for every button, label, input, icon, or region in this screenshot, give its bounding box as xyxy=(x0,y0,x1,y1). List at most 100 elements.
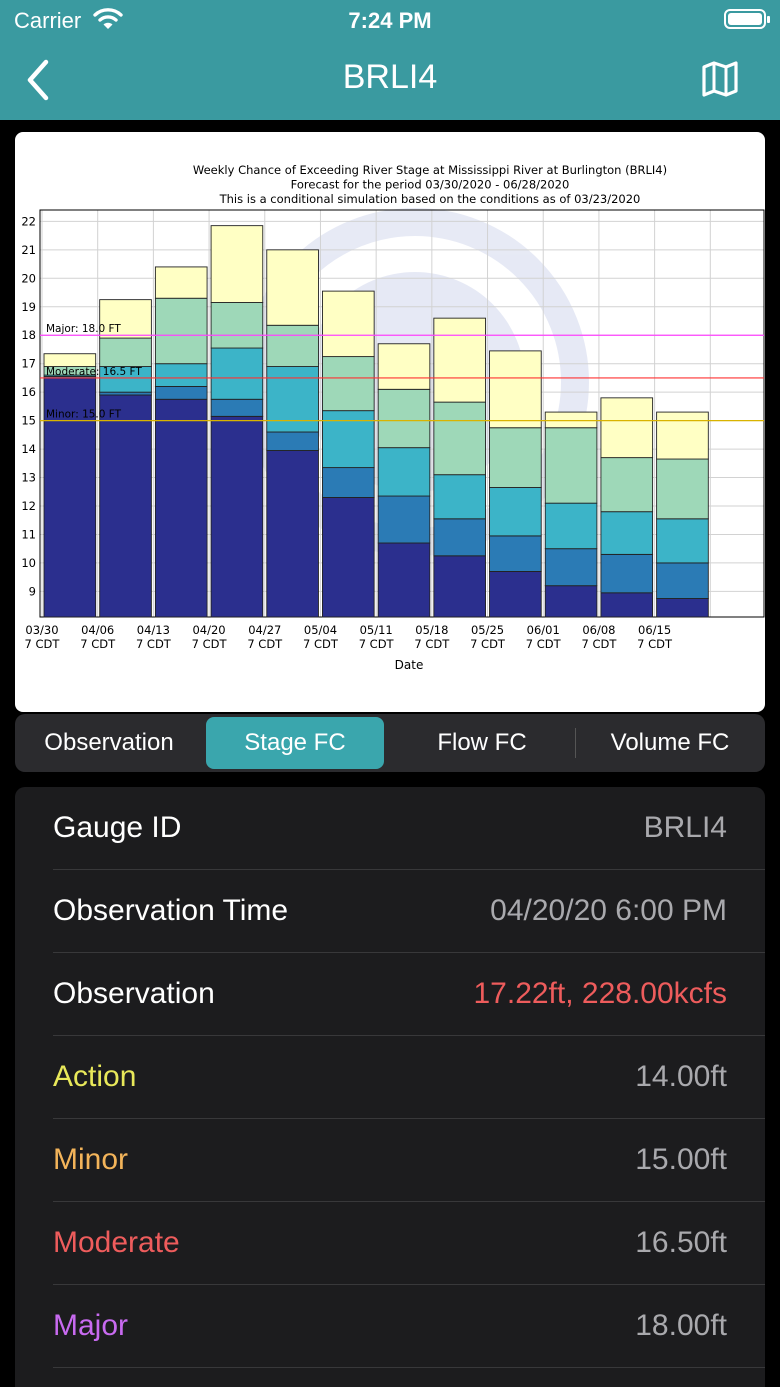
map-icon xyxy=(702,61,738,97)
x-tick-label: 04/27 xyxy=(248,623,281,637)
bar-segment xyxy=(210,415,264,618)
bar-segment xyxy=(154,297,208,365)
bar-segment xyxy=(600,553,654,594)
x-tick-label: 7 CDT xyxy=(637,637,673,651)
bar-segment xyxy=(210,347,264,400)
major-value: 18.00ft xyxy=(635,1309,727,1342)
bar-segment xyxy=(99,366,152,393)
bar-segment xyxy=(656,518,709,564)
bar-segment xyxy=(266,450,319,618)
bar-segment xyxy=(489,427,542,488)
bar-segment xyxy=(154,386,208,400)
moderate-value: 16.50ft xyxy=(635,1226,727,1259)
x-tick-label: 7 CDT xyxy=(136,637,172,651)
chart-title-line: This is a conditional simulation based o… xyxy=(219,192,641,206)
bar-segment xyxy=(656,458,709,520)
x-tick-label: 7 CDT xyxy=(359,637,395,651)
bar-segment xyxy=(322,290,375,358)
bar-segment xyxy=(433,317,486,403)
bar-segment xyxy=(210,398,264,417)
x-tick-label: 05/04 xyxy=(304,623,337,637)
x-tick-label: 04/20 xyxy=(192,623,225,637)
bar-segment xyxy=(433,474,486,520)
gauge-id-row: Gauge ID BRLI4 xyxy=(53,787,765,870)
gauge-details: Gauge ID BRLI4 Observation Time 04/20/20… xyxy=(15,787,765,1387)
x-tick-label: 7 CDT xyxy=(470,637,506,651)
bar-segment xyxy=(266,366,319,433)
bar-segment xyxy=(544,548,598,587)
bar-segment xyxy=(322,467,375,498)
x-tick-label: 04/13 xyxy=(137,623,170,637)
bar-segment xyxy=(266,249,319,326)
page-title: BRLI4 xyxy=(342,58,438,96)
y-tick-label: 19 xyxy=(21,300,36,314)
status-bar: Carrier 7:24 PM xyxy=(0,0,780,42)
x-axis-label: Date xyxy=(395,658,424,672)
action-label: Action xyxy=(53,1060,137,1093)
bar-segment xyxy=(99,394,152,618)
bar-segment xyxy=(433,555,486,618)
observation-time-label: Observation Time xyxy=(53,894,289,927)
bar-segment xyxy=(322,356,375,412)
x-tick-label: 03/30 xyxy=(25,623,58,637)
y-tick-label: 17 xyxy=(21,357,36,371)
bar-segment xyxy=(489,350,542,429)
moderate-row: Moderate 16.50ft xyxy=(53,1202,765,1285)
map-button[interactable] xyxy=(700,60,740,98)
bar-segment xyxy=(489,535,542,572)
observation-time-value: 04/20/20 6:00 PM xyxy=(490,894,727,927)
action-row: Action 14.00ft xyxy=(53,1036,765,1119)
bar-segment xyxy=(600,592,654,618)
tab-observation[interactable]: Observation xyxy=(44,729,174,756)
tab-stage-fc[interactable]: Stage FC xyxy=(206,717,384,769)
bar-segment xyxy=(377,495,431,544)
moderate-label: Moderate xyxy=(53,1226,180,1259)
bar-segment xyxy=(377,343,431,390)
threshold-label: Moderate: 16.5 FT xyxy=(46,366,142,378)
x-tick-label: 7 CDT xyxy=(247,637,283,651)
forecast-tabs: Observation Stage FC Flow FC Volume FC xyxy=(15,714,765,772)
x-tick-label: 7 CDT xyxy=(192,637,228,651)
minor-label: Minor xyxy=(53,1143,129,1176)
tab-volume-fc[interactable]: Volume FC xyxy=(610,729,730,756)
gauge-id-value: BRLI4 xyxy=(643,811,727,844)
bar-segment xyxy=(544,427,598,504)
bar-segment xyxy=(377,542,431,618)
bar-segment xyxy=(600,397,654,459)
back-button[interactable] xyxy=(22,58,56,102)
x-tick-label: 7 CDT xyxy=(80,637,116,651)
bar-segment xyxy=(544,502,598,550)
x-tick-label: 7 CDT xyxy=(414,637,450,651)
y-tick-label: 11 xyxy=(21,527,36,541)
bar-segment xyxy=(489,571,542,618)
stage-forecast-chart: Weekly Chance of Exceeding River Stage a… xyxy=(15,132,765,712)
bar-segment xyxy=(154,363,208,387)
y-tick-label: 18 xyxy=(21,328,36,342)
tab-flow-fc[interactable]: Flow FC xyxy=(437,729,527,756)
bar-segment xyxy=(656,598,709,618)
x-tick-label: 7 CDT xyxy=(581,637,617,651)
x-tick-label: 06/08 xyxy=(582,623,615,637)
navigation-bar: Carrier 7:24 PM BRLI4 xyxy=(0,0,780,120)
bar-segment xyxy=(489,487,542,537)
x-tick-label: 06/15 xyxy=(638,623,671,637)
observation-time-row: Observation Time 04/20/20 6:00 PM xyxy=(53,870,765,953)
bar-segment xyxy=(43,377,97,618)
x-tick-label: 7 CDT xyxy=(25,637,61,651)
bar-segment xyxy=(210,302,264,349)
bar-segment xyxy=(266,324,319,367)
battery-icon xyxy=(724,9,770,29)
x-tick-label: 7 CDT xyxy=(526,637,562,651)
y-tick-label: 16 xyxy=(21,385,36,399)
y-tick-label: 13 xyxy=(21,471,36,485)
chart-title-line: Weekly Chance of Exceeding River Stage a… xyxy=(193,163,667,177)
status-time: 7:24 PM xyxy=(348,8,432,33)
threshold-label: Minor: 15.0 FT xyxy=(46,409,122,421)
bar-segment xyxy=(433,518,486,557)
bar-segment xyxy=(154,398,208,618)
bar-segment xyxy=(656,562,709,599)
bar-segment xyxy=(266,431,319,451)
threshold-label: Major: 18.0 FT xyxy=(46,323,121,335)
bar-segment xyxy=(377,388,431,449)
y-tick-label: 9 xyxy=(29,584,36,598)
